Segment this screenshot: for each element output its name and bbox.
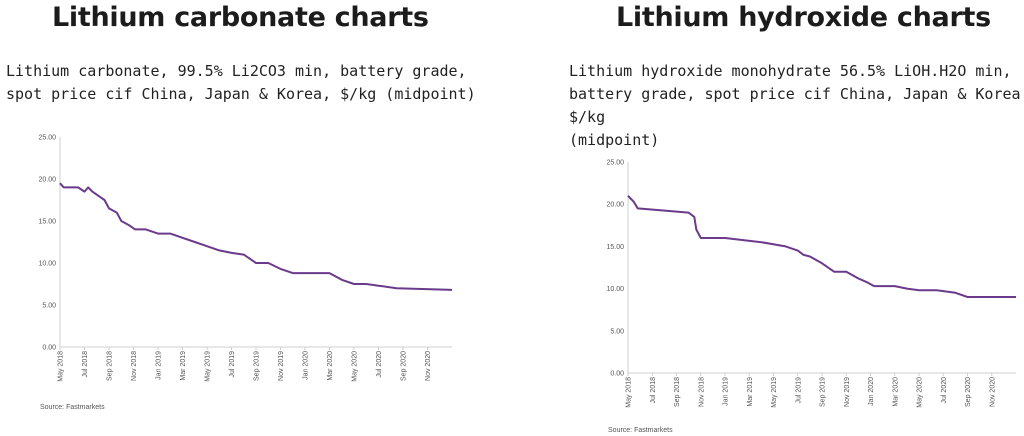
lithium-hydroxide-x-tick-label: Nov 2019 (844, 377, 851, 407)
lithium-hydroxide-x-tick-label: Nov 2020 (989, 377, 996, 407)
lithium-hydroxide-x-tick-label: Jul 2019 (795, 377, 802, 404)
lithium-carbonate-x-tick-label: Jul 2019 (229, 351, 236, 378)
lithium-carbonate-heading: Lithium carbonate charts (52, 2, 429, 33)
lithium-carbonate-x-tick-label: Sep 2019 (254, 351, 261, 381)
lithium-hydroxide-y-tick-label: 0.00 (610, 371, 624, 378)
lithium-carbonate-x-tick-label: Jul 2018 (82, 351, 89, 378)
lithium-hydroxide-subtitle: Lithium hydroxide monohydrate 56.5% LiOH… (569, 60, 1024, 152)
lithium-hydroxide-x-tick-label: May 2018 (626, 377, 633, 408)
lithium-carbonate-x-tick-label: Jan 2020 (303, 351, 310, 380)
lithium-hydroxide-x-tick-label: Sep 2018 (674, 377, 681, 407)
lithium-carbonate-y-tick-label: 20.00 (38, 177, 56, 184)
lithium-hydroxide-price-line (627, 195, 1016, 298)
lithium-hydroxide-x-tick-label: Nov 2018 (698, 377, 705, 407)
lithium-carbonate-x-tick-label: May 2020 (352, 351, 359, 382)
lithium-hydroxide-subtitle-line3: (midpoint) (569, 131, 660, 149)
lithium-hydroxide-x-tick-label: Sep 2020 (965, 377, 972, 407)
lithium-hydroxide-subtitle-line2: battery grade, spot price cif China, Jap… (569, 85, 1021, 126)
lithium-hydroxide-x-tick-label: Jan 2020 (868, 377, 875, 406)
lithium-carbonate-source: Source: Fastmarkets (40, 404, 105, 411)
lithium-carbonate-price-line (59, 182, 453, 291)
lithium-carbonate-x-tick-label: Jan 2019 (156, 351, 163, 380)
lithium-carbonate-y-tick-label: 10.00 (38, 261, 56, 268)
lithium-carbonate-y-tick-label: 25.00 (38, 135, 56, 142)
lithium-hydroxide-y-tick-label: 15.00 (606, 244, 624, 251)
lithium-carbonate-x-tick-label: May 2019 (205, 351, 212, 382)
lithium-carbonate-x-tick-label: Nov 2018 (131, 351, 138, 381)
lithium-carbonate-x-tick-label: Sep 2020 (401, 351, 408, 381)
lithium-carbonate-subtitle-line1: Lithium carbonate, 99.5% Li2CO3 min, bat… (6, 62, 467, 80)
lithium-carbonate-panel: Lithium carbonate charts Lithium carbona… (0, 0, 500, 436)
lithium-hydroxide-x-tick-label: Mar 2019 (747, 377, 754, 407)
lithium-hydroxide-chart: 0.00 5.00 10.00 15.00 20.00 25.00 May 2018 Jul … (606, 160, 1016, 408)
lithium-carbonate-y-tick-label: 5.00 (42, 303, 56, 310)
lithium-carbonate-x-tick-label: May 2018 (58, 351, 65, 382)
lithium-carbonate-subtitle: Lithium carbonate, 99.5% Li2CO3 min, bat… (6, 60, 476, 106)
lithium-hydroxide-y-tick-label: 10.00 (606, 286, 624, 293)
lithium-carbonate-subtitle-line2: spot price cif China, Japan & Korea, $/k… (6, 85, 476, 103)
lithium-carbonate-x-tick-label: Sep 2018 (107, 351, 114, 381)
lithium-hydroxide-source: Source: Fastmarkets (608, 427, 673, 434)
lithium-carbonate-x-tick-label: Nov 2020 (425, 351, 432, 381)
lithium-hydroxide-y-tick-label: 20.00 (606, 202, 624, 209)
lithium-hydroxide-panel: Lithium hydroxide charts Lithium hydroxi… (520, 0, 1024, 436)
lithium-hydroxide-x-tick-label: Jul 2020 (941, 377, 948, 404)
lithium-hydroxide-heading: Lithium hydroxide charts (616, 2, 991, 33)
lithium-hydroxide-x-tick-label: Mar 2020 (892, 377, 899, 407)
lithium-hydroxide-x-tick-label: Jul 2018 (650, 377, 657, 404)
lithium-hydroxide-x-tick-label: Jan 2019 (723, 377, 730, 406)
lithium-carbonate-y-tick-label: 0.00 (42, 345, 56, 352)
lithium-carbonate-chart: 0.00 5.00 10.00 15.00 20.00 25.00 May 2018 Jul … (38, 135, 453, 382)
lithium-hydroxide-subtitle-line1: Lithium hydroxide monohydrate 56.5% LiOH… (569, 62, 1012, 80)
lithium-hydroxide-y-tick-label: 5.00 (610, 328, 624, 335)
lithium-carbonate-x-tick-label: Nov 2019 (278, 351, 285, 381)
lithium-carbonate-x-tick-label: Mar 2020 (327, 351, 334, 381)
lithium-carbonate-x-tick-label: Mar 2019 (180, 351, 187, 381)
lithium-carbonate-y-tick-label: 15.00 (38, 219, 56, 226)
lithium-hydroxide-x-tick-label: May 2019 (771, 377, 778, 408)
lithium-hydroxide-x-tick-label: Sep 2019 (820, 377, 827, 407)
lithium-carbonate-x-tick-label: Jul 2020 (376, 351, 383, 378)
lithium-hydroxide-x-tick-label: May 2020 (917, 377, 924, 408)
lithium-hydroxide-y-tick-label: 25.00 (606, 160, 624, 167)
